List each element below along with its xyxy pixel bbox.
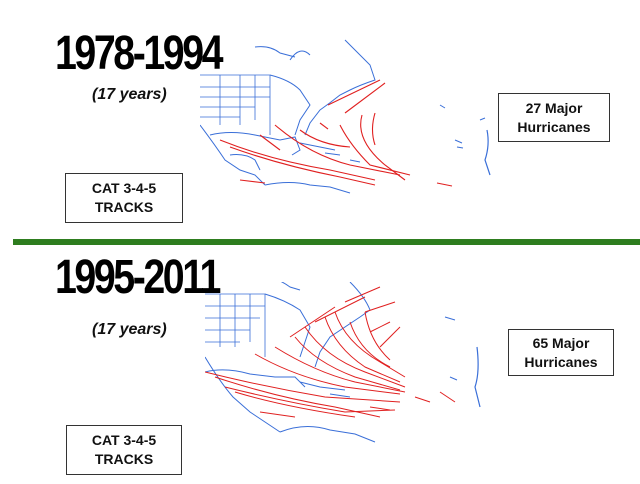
count-label-line2: Hurricanes [524,353,598,370]
category-label-line1: CAT 3-4-5 [91,180,157,196]
hurricane-track-map [200,39,491,194]
category-label-line2: TRACKS [94,199,154,215]
period-title: 1978-1994 [55,27,224,80]
count-label-line2: Hurricanes [517,118,591,135]
count-label-line1: 27 Major [525,99,583,116]
category-label-line1: CAT 3-4-5 [91,432,157,448]
category-label-line2: TRACKS [94,451,154,467]
major-hurricane-count-box: 65 Major Hurricanes [508,329,614,376]
duration-label: (17 years) [92,321,167,338]
section-divider [13,239,640,245]
period-title: 1995-2011 [55,251,221,304]
duration-label: (17 years) [92,86,167,103]
hurricane-track-map [205,282,481,443]
count-label-line1: 65 Major [532,334,590,351]
category-tracks-box: CAT 3-4-5 TRACKS [66,425,182,475]
major-hurricane-count-box: 27 Major Hurricanes [498,93,610,142]
category-tracks-box: CAT 3-4-5 TRACKS [65,173,183,223]
